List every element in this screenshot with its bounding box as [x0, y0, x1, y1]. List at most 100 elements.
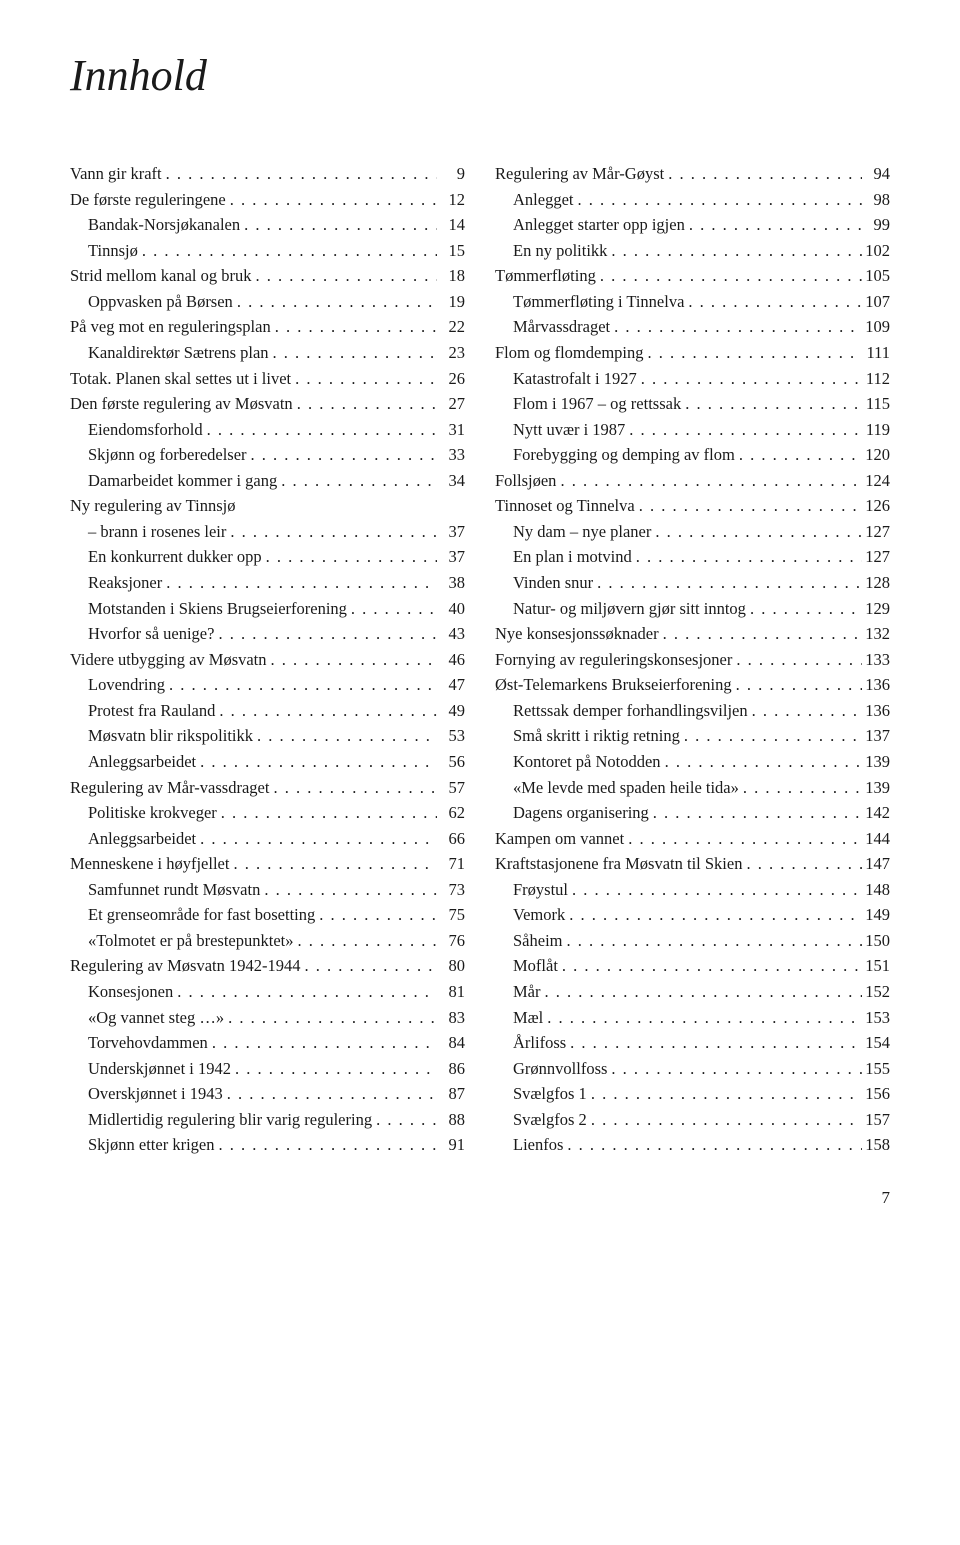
toc-entry-page: 19	[437, 289, 465, 315]
toc-entry: Underskjønnet i 194286	[70, 1056, 465, 1082]
toc-entry-label: Reaksjoner	[88, 570, 162, 596]
toc-entry-page: 111	[862, 340, 890, 366]
toc-entry: Strid mellom kanal og bruk18	[70, 263, 465, 289]
toc-entry-page: 71	[437, 851, 465, 877]
toc-entry: – brann i rosenes leir37	[70, 519, 465, 545]
toc-entry-page: 153	[862, 1005, 890, 1031]
toc-entry-page: 137	[862, 723, 890, 749]
toc-entry: Den første regulering av Møsvatn27	[70, 391, 465, 417]
toc-leader-dots	[543, 1005, 862, 1031]
toc-entry-label: Dagens organisering	[513, 800, 649, 826]
toc-entry-page: 102	[862, 238, 890, 264]
toc-entry-label: Kanaldirektør Sætrens plan	[88, 340, 269, 366]
toc-entry-label: Torvehovdammen	[88, 1030, 208, 1056]
toc-leader-dots	[247, 442, 437, 468]
toc-entry-label: Vinden snur	[513, 570, 593, 596]
toc-entry: Mæl153	[495, 1005, 890, 1031]
toc-entry-page: 139	[862, 749, 890, 775]
toc-entry: Natur- og miljøvern gjør sitt inntog129	[495, 596, 890, 622]
toc-entry-label: Anlegget starter opp igjen	[513, 212, 685, 238]
toc-entry-page: 53	[437, 723, 465, 749]
toc-entry-label: Regulering av Mår-vassdraget	[70, 775, 269, 801]
toc-leader-dots	[215, 698, 437, 724]
toc-entry-label: Den første regulering av Møsvatn	[70, 391, 293, 417]
toc-entry-page: 115	[862, 391, 890, 417]
toc-leader-dots	[739, 775, 862, 801]
toc-entry-label: Konsesjonen	[88, 979, 173, 1005]
toc-entry-page: 133	[862, 647, 890, 673]
toc-entry-page: 129	[862, 596, 890, 622]
toc-entry: Eiendomsforhold31	[70, 417, 465, 443]
toc-entry-page: 94	[862, 161, 890, 187]
toc-entry-label: Øst-Telemarkens Brukseierforening	[495, 672, 732, 698]
toc-entry-page: 66	[437, 826, 465, 852]
toc-leader-dots	[563, 1132, 862, 1158]
toc-entry-page: 31	[437, 417, 465, 443]
toc-entry-label: Videre utbygging av Møsvatn	[70, 647, 267, 673]
toc-entry: Samfunnet rundt Møsvatn73	[70, 877, 465, 903]
toc-entry-page: 132	[862, 621, 890, 647]
toc-entry-label: På veg mot en reguleringsplan	[70, 314, 271, 340]
toc-entry-page: 139	[862, 775, 890, 801]
toc-entry: Tømmerfløting i Tinnelva107	[495, 289, 890, 315]
toc-entry-page: 9	[437, 161, 465, 187]
toc-columns: Vann gir kraft9De første reguleringene 12…	[70, 161, 890, 1158]
toc-entry-page: 150	[862, 928, 890, 954]
toc-entry-page: 43	[437, 621, 465, 647]
toc-entry: Tinnoset og Tinnelva126	[495, 493, 890, 519]
toc-entry-label: Frøystul	[513, 877, 568, 903]
toc-entry-label: Tømmerfløting i Tinnelva	[513, 289, 684, 315]
toc-leader-dots	[214, 1132, 437, 1158]
toc-leader-dots	[563, 928, 863, 954]
toc-entry-label: Vemork	[513, 902, 565, 928]
toc-leader-dots	[637, 366, 862, 392]
toc-leader-dots	[291, 366, 437, 392]
toc-entry-label: Lienfos	[513, 1132, 563, 1158]
toc-entry-label: De første reguleringene	[70, 187, 226, 213]
toc-entry-page: 127	[862, 544, 890, 570]
toc-entry: Konsesjonen81	[70, 979, 465, 1005]
toc-leader-dots	[651, 519, 862, 545]
toc-leader-dots	[162, 161, 437, 187]
toc-entry-page: 38	[437, 570, 465, 596]
toc-entry: Ny dam – nye planer127	[495, 519, 890, 545]
toc-entry: En konkurrent dukker opp37	[70, 544, 465, 570]
toc-entry-page: 22	[437, 314, 465, 340]
toc-entry: Frøystul148	[495, 877, 890, 903]
toc-entry-label: Svælgfos 1	[513, 1081, 587, 1107]
toc-leader-dots	[568, 877, 862, 903]
toc-entry-label: Skjønn og forberedelser	[88, 442, 247, 468]
toc-entry-label: Fornying av reguleringskonsesjoner	[495, 647, 732, 673]
toc-entry-label: Tinnsjø	[88, 238, 138, 264]
toc-entry-label: Mår	[513, 979, 541, 1005]
toc-entry-label: Midlertidig regulering blir varig regule…	[88, 1107, 372, 1133]
toc-entry-page: 12	[437, 187, 465, 213]
toc-entry-label: Et grenseområde for fast bosetting	[88, 902, 315, 928]
toc-entry-page: 152	[862, 979, 890, 1005]
toc-leader-dots	[301, 953, 437, 979]
toc-entry-label: En konkurrent dukker opp	[88, 544, 262, 570]
toc-leader-dots	[240, 212, 437, 238]
toc-leader-dots	[558, 953, 862, 979]
toc-entry: Vemork149	[495, 902, 890, 928]
toc-entry-page: 23	[437, 340, 465, 366]
toc-leader-dots	[162, 570, 437, 596]
toc-entry-label: Kontoret på Notodden	[513, 749, 661, 775]
toc-column-left: Vann gir kraft9De første reguleringene 12…	[70, 161, 465, 1158]
toc-entry: Regulering av Møsvatn 1942-194480	[70, 953, 465, 979]
toc-leader-dots	[565, 902, 862, 928]
toc-entry-page: 75	[437, 902, 465, 928]
toc-leader-dots	[746, 596, 862, 622]
toc-entry: En ny politikk102	[495, 238, 890, 264]
toc-entry-label: Møsvatn blir rikspolitikk	[88, 723, 253, 749]
toc-entry-page: 109	[862, 314, 890, 340]
toc-entry: Vann gir kraft9	[70, 161, 465, 187]
toc-leader-dots	[271, 314, 437, 340]
toc-entry-page: 151	[862, 953, 890, 979]
toc-leader-dots	[635, 493, 862, 519]
toc-entry-label: Kraftstasjonene fra Møsvatn til Skien	[495, 851, 742, 877]
toc-entry-label: Moflåt	[513, 953, 558, 979]
toc-entry-page: 119	[862, 417, 890, 443]
toc-leader-dots	[587, 1107, 862, 1133]
toc-entry-label: Flom i 1967 – og rettssak	[513, 391, 681, 417]
